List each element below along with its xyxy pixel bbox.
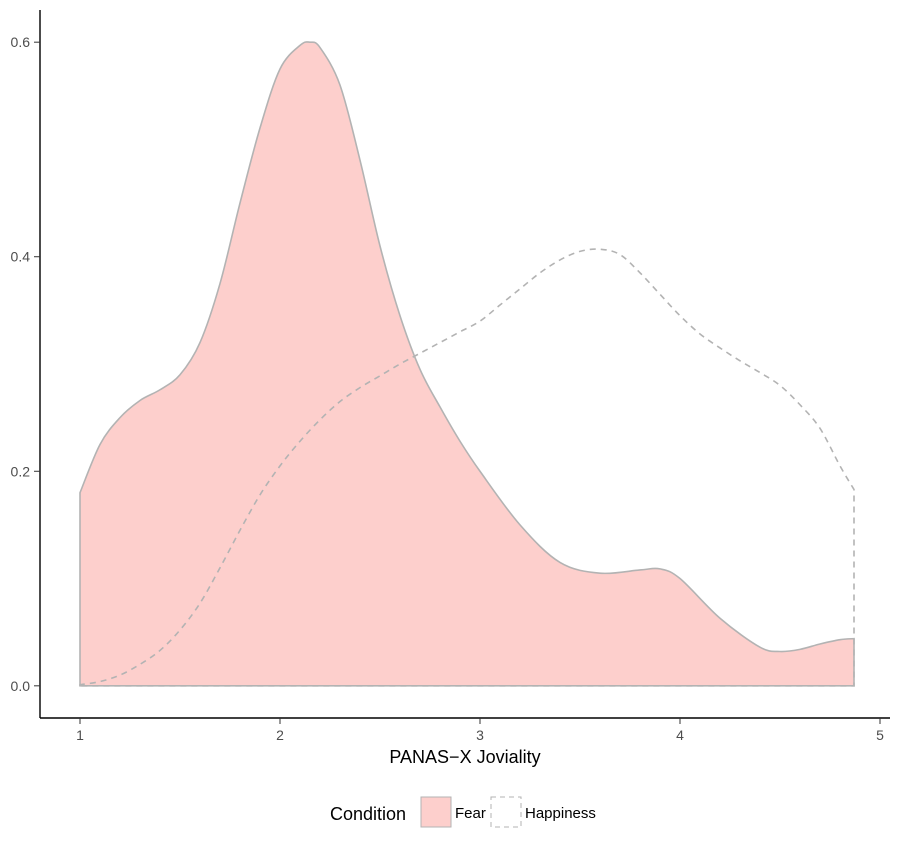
x-tick-label: 3 — [476, 727, 484, 743]
legend-key-fear — [420, 796, 452, 828]
x-axis-title: PANAS−X Joviality — [389, 747, 540, 767]
legend-key-happiness — [490, 796, 522, 828]
density-area-fear — [79, 41, 855, 687]
x-tick-label: 5 — [876, 727, 884, 743]
y-tick-label: 0.6 — [11, 34, 31, 50]
legend-label-fear: Fear — [455, 805, 486, 822]
x-tick-label: 4 — [676, 727, 684, 743]
y-tick-label: 0.0 — [11, 678, 31, 694]
legend-label-happiness: Happiness — [525, 805, 596, 822]
y-tick-label: 0.2 — [11, 463, 31, 479]
y-tick-label: 0.4 — [11, 249, 31, 265]
legend: Condition Fear Happiness — [330, 796, 596, 828]
x-tick-label: 2 — [276, 727, 284, 743]
legend-title: Condition — [330, 804, 406, 824]
plot-panel — [79, 41, 855, 687]
axes — [39, 10, 890, 719]
x-ticks: 1 2 3 4 5 — [76, 718, 884, 743]
density-area-happiness — [79, 248, 855, 687]
x-tick-label: 1 — [76, 727, 84, 743]
y-ticks: 0.0 0.2 0.4 0.6 — [11, 34, 40, 694]
